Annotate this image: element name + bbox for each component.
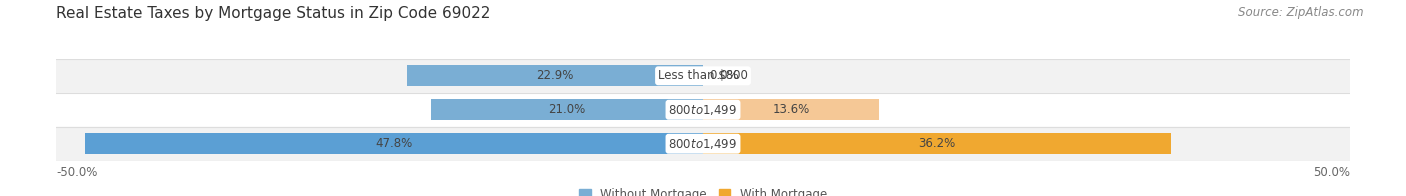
Bar [56,127,1350,161]
Text: $800 to $1,499: $800 to $1,499 [668,103,738,117]
Text: Less than $800: Less than $800 [658,69,748,82]
Text: 36.2%: 36.2% [918,137,956,150]
Text: -50.0%: -50.0% [56,166,97,179]
Bar [406,65,703,86]
Text: Real Estate Taxes by Mortgage Status in Zip Code 69022: Real Estate Taxes by Mortgage Status in … [56,6,491,21]
Text: 22.9%: 22.9% [536,69,574,82]
Bar [703,99,879,120]
Text: 13.6%: 13.6% [772,103,810,116]
Legend: Without Mortgage, With Mortgage: Without Mortgage, With Mortgage [574,183,832,196]
Text: 21.0%: 21.0% [548,103,586,116]
Bar [84,133,703,154]
Bar [432,99,703,120]
Bar [703,133,1171,154]
Bar [56,93,1350,127]
Text: Source: ZipAtlas.com: Source: ZipAtlas.com [1239,6,1364,19]
Bar [56,59,1350,93]
Text: 47.8%: 47.8% [375,137,412,150]
Text: 0.0%: 0.0% [710,69,740,82]
Text: $800 to $1,499: $800 to $1,499 [668,137,738,151]
Text: 50.0%: 50.0% [1313,166,1350,179]
